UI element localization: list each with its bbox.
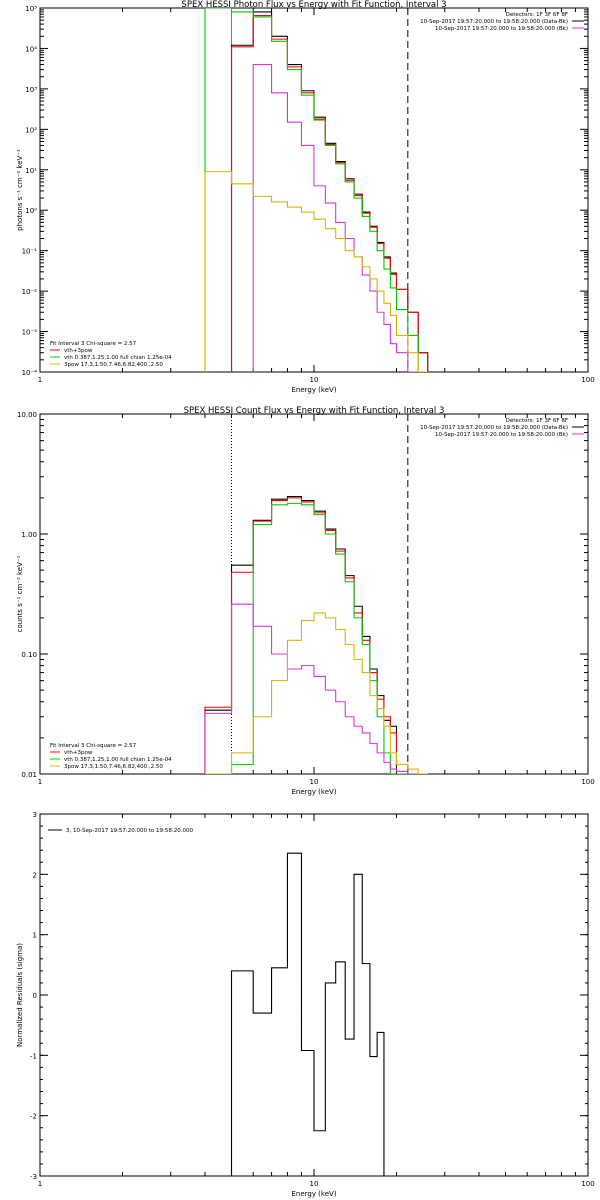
x-tick-label: 100 <box>581 376 594 384</box>
y-tick-label: 1.00 <box>21 531 37 539</box>
y-tick-label: 10¹ <box>25 167 37 175</box>
series-line-1 <box>230 852 385 1176</box>
x-tick-label: 1 <box>38 376 42 384</box>
series-line-2 <box>204 497 428 774</box>
legend-entry: vth+3pow <box>64 348 93 354</box>
chart-title: SPEX HESSI Photon Flux vs Energy with Fi… <box>181 0 446 10</box>
y-axis-label: photons s⁻¹ cm⁻² keV⁻¹ <box>16 149 24 231</box>
plot-frame <box>39 7 589 373</box>
legend-entry: 10-Sep-2017 19:57:20.000 to 19:58:20.000… <box>435 432 568 438</box>
y-tick-label: 10.00 <box>17 411 37 419</box>
series-line-4 <box>204 603 428 774</box>
x-tick-label: 10 <box>310 778 319 786</box>
y-tick-label: -1 <box>30 1052 37 1060</box>
x-tick-label: 10 <box>310 376 319 384</box>
legend-entry: 10-Sep-2017 19:57:20.000 to 19:58:20.000… <box>435 26 568 32</box>
y-tick-label: 10⁻¹ <box>22 248 38 256</box>
series-line-3 <box>204 8 428 372</box>
y-axis-label: counts s⁻¹ cm⁻² keV⁻¹ <box>16 555 24 632</box>
y-tick-label: 10⁻⁴ <box>22 369 38 377</box>
x-tick-label: 100 <box>581 778 594 786</box>
legend-entry: 3pow 17.3,1.50,7.46,6.82,400.,2.50 <box>64 764 163 770</box>
legend-entry: vth 0.387,1.25,1.00 full chian 1.25e-04 <box>64 757 172 763</box>
y-tick-label: 2 <box>33 871 37 879</box>
y-tick-label: 10² <box>25 126 37 134</box>
legend-entry: Fit Interval 3 Chi-square = 2.57 <box>50 743 137 749</box>
legend-entry: Detectors: 1F 3F 6F 8F <box>506 12 568 18</box>
y-tick-label: -2 <box>30 1113 37 1121</box>
series-line-5 <box>204 171 428 372</box>
plot-area <box>204 8 429 372</box>
x-axis-label: Energy (keV) <box>291 1190 336 1198</box>
y-tick-label: 0.01 <box>21 771 37 779</box>
series-line-5 <box>204 612 428 774</box>
plot-frame <box>39 413 589 775</box>
y-tick-label: 10⁴ <box>25 45 37 53</box>
series-line-3 <box>204 502 428 774</box>
legend-entry: vth+3pow <box>64 750 93 756</box>
panel-2: SPEX HESSI Count Flux vs Energy with Fit… <box>16 406 595 796</box>
legend-entry: Detectors: 1F 3F 6F 8F <box>506 418 568 424</box>
y-tick-label: 10⁻³ <box>22 329 38 337</box>
x-tick-label: 10 <box>310 1180 319 1188</box>
y-axis-label: Normalized Residuals (sigma) <box>16 943 24 1047</box>
legend-entry: 10-Sep-2017 19:57:20.000 to 19:58:20.000… <box>420 19 568 25</box>
legend-entry: 10-Sep-2017 19:57:20.000 to 19:58:20.000… <box>420 425 568 431</box>
x-tick-label: 1 <box>38 778 42 786</box>
plot-area <box>230 852 385 1176</box>
plot-area <box>204 414 428 774</box>
series-line-1 <box>230 11 429 372</box>
y-tick-label: 10⁰ <box>25 207 37 215</box>
y-tick-label: 1 <box>33 932 37 940</box>
y-tick-label: 0.10 <box>21 651 37 659</box>
legend-entry: Fit Interval 3 Chi-square = 2.57 <box>50 341 137 347</box>
series-line-4 <box>252 63 419 372</box>
legend-entry: vth 0.387,1.25,1.00 full chian 1.25e-04 <box>64 355 172 361</box>
x-axis-label: Energy (keV) <box>291 386 336 394</box>
x-axis-label: Energy (keV) <box>291 788 336 796</box>
y-tick-label: 10⁻² <box>22 288 38 296</box>
y-tick-label: 3 <box>33 811 37 819</box>
x-tick-label: 100 <box>581 1180 594 1188</box>
y-tick-label: 10⁵ <box>25 5 37 13</box>
panel-1: SPEX HESSI Photon Flux vs Energy with Fi… <box>16 0 595 394</box>
y-tick-label: 10³ <box>25 86 37 94</box>
y-tick-label: 0 <box>33 992 37 1000</box>
series-line-2 <box>230 15 429 372</box>
chart-title: SPEX HESSI Count Flux vs Energy with Fit… <box>184 406 445 416</box>
legend-entry: 3pow 17.3,1.50,7.46,6.82,400.,2.50 <box>64 362 163 368</box>
legend-entry: 3, 10-Sep-2017 19:57:20.000 to 19:58:20.… <box>66 828 193 834</box>
x-tick-label: 1 <box>38 1180 42 1188</box>
y-tick-label: -3 <box>30 1173 37 1181</box>
